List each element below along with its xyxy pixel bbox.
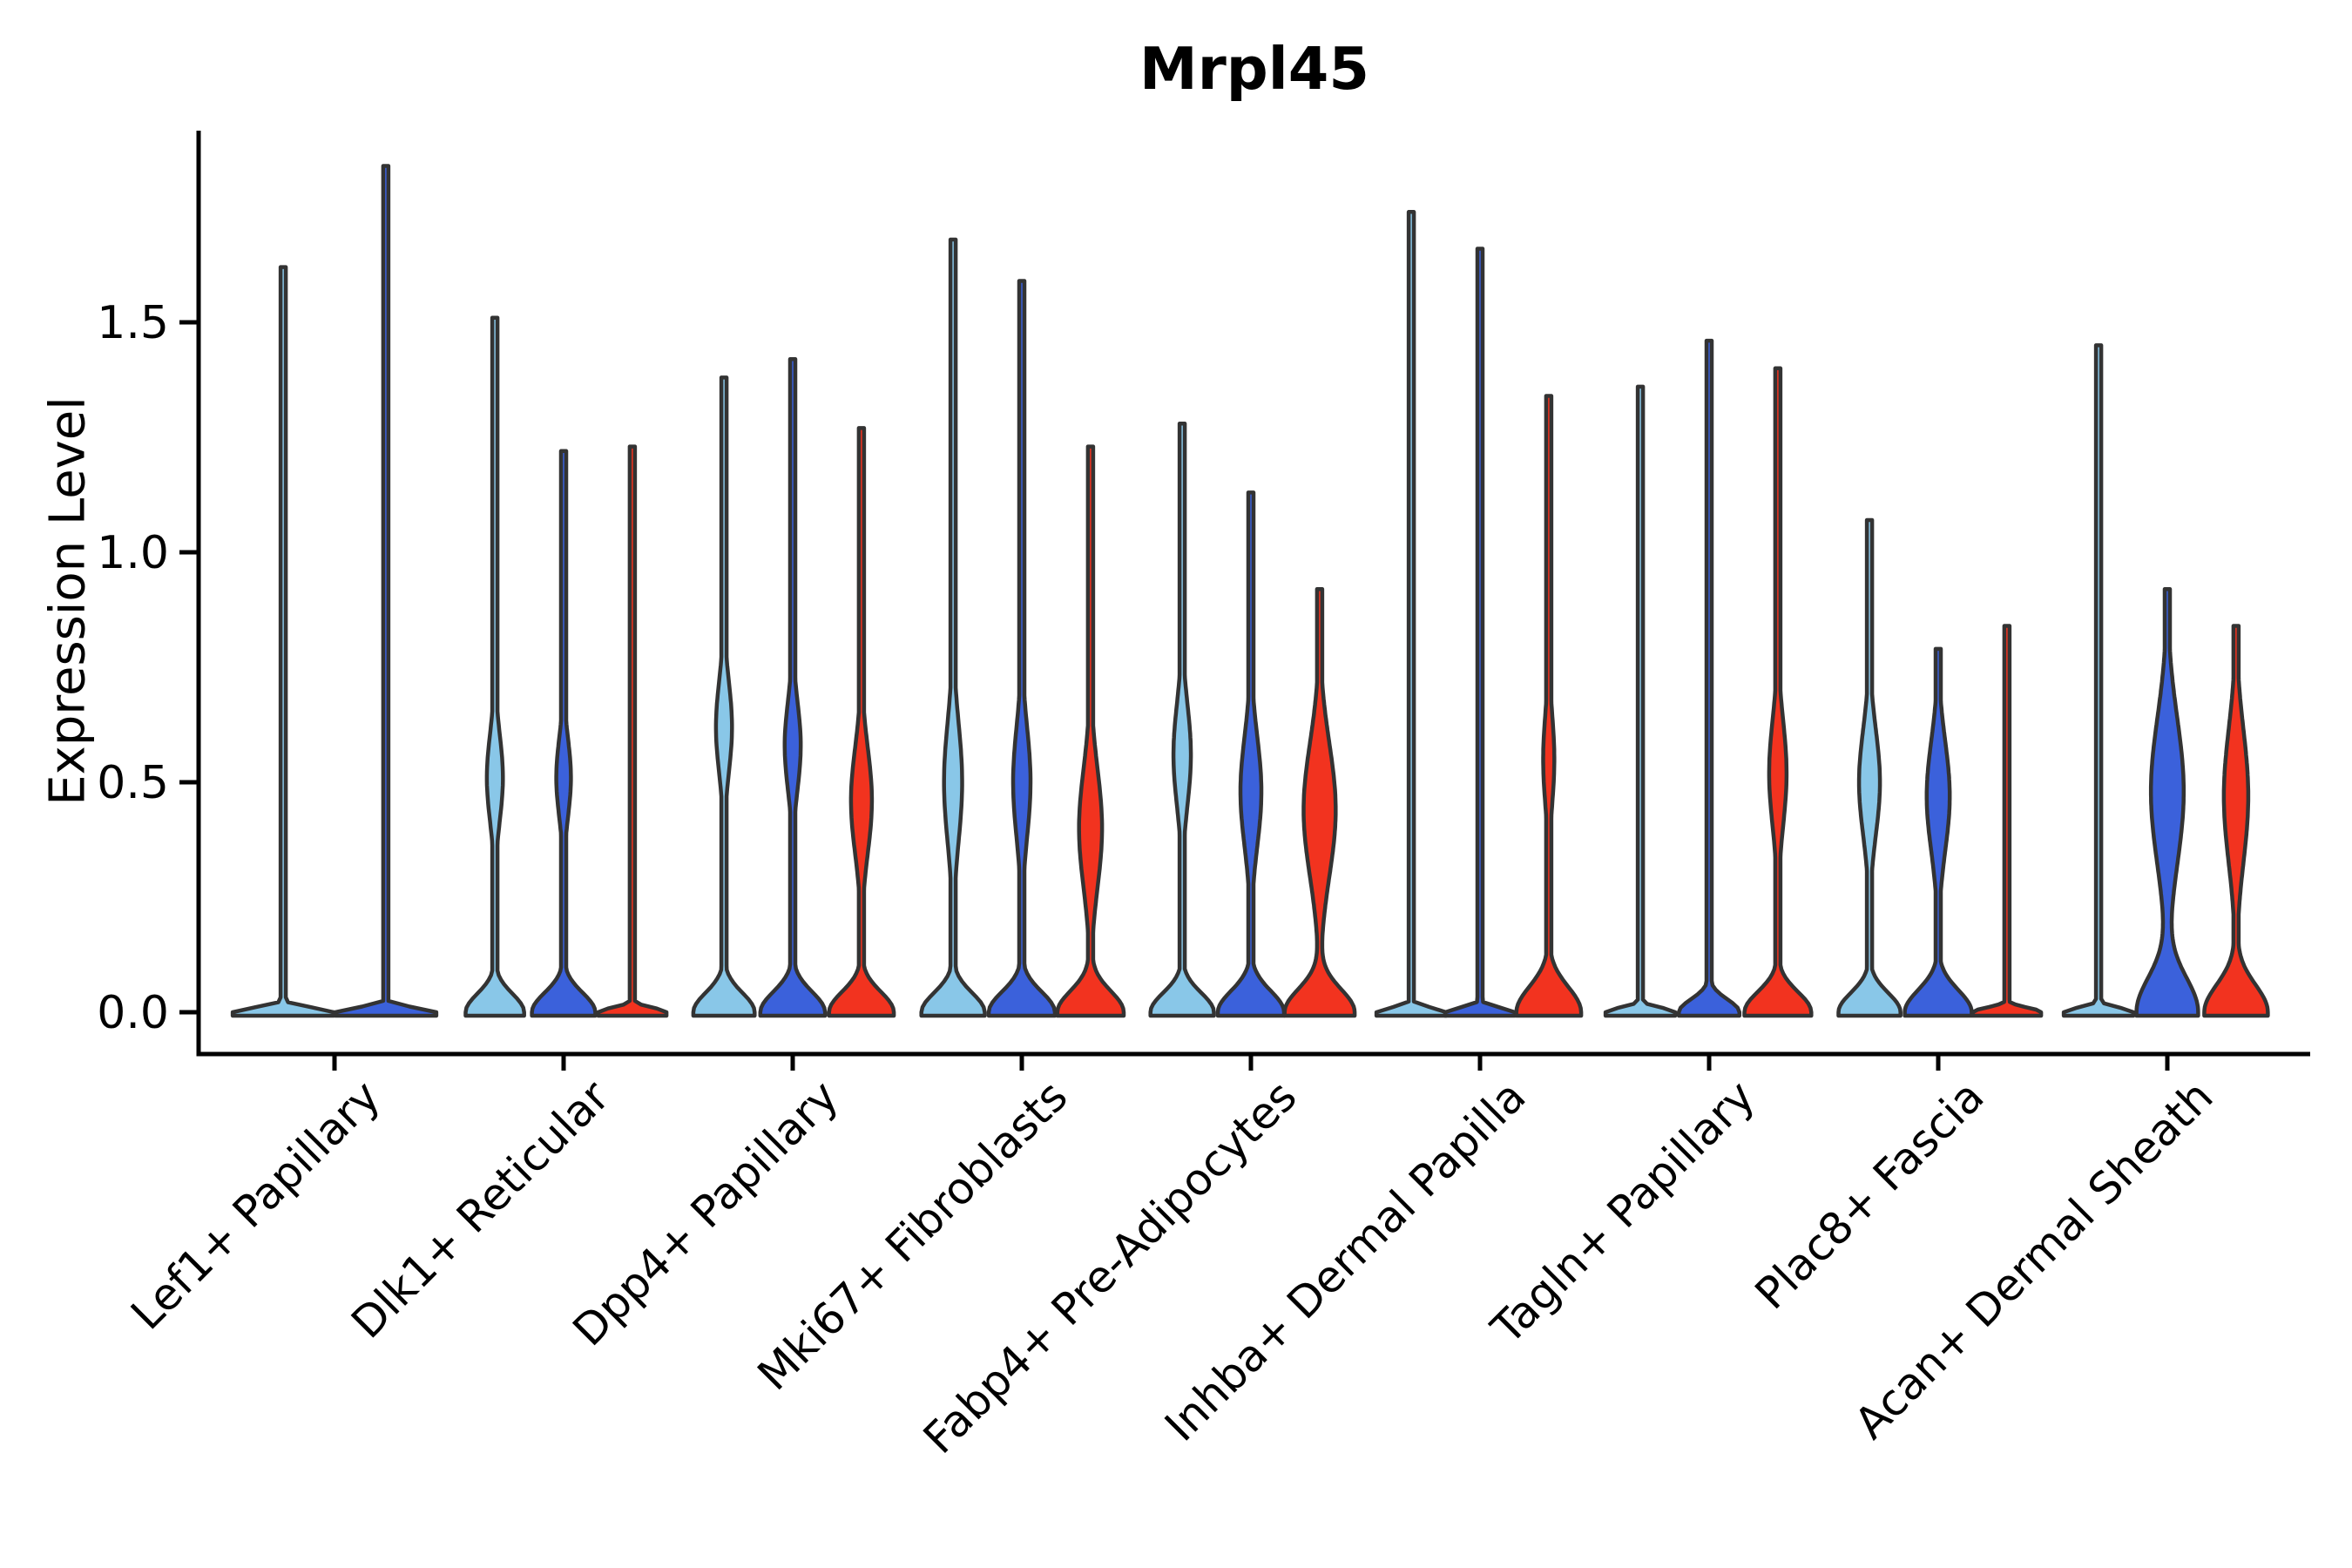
x-tick-label-lef1-papillary: Lef1+ Papillary bbox=[121, 1071, 389, 1339]
violin-lef1-papillary-blue bbox=[333, 164, 439, 1018]
violin-tagln-papillary-light-blue bbox=[1603, 384, 1678, 1018]
violin-mki67-fibroblasts-red bbox=[1055, 444, 1126, 1018]
violin-fabp4-pre-adipocytes-red bbox=[1282, 586, 1357, 1018]
violin-tagln-papillary-blue bbox=[1676, 338, 1742, 1018]
x-tick-label-plac8-fascia: Plac8+ Fascia bbox=[1746, 1071, 1994, 1319]
y-tick-label-0-0: 0.0 bbox=[97, 987, 169, 1039]
violin-dlk1-reticular-blue bbox=[530, 449, 598, 1018]
violin-lef1-papillary-light-blue bbox=[230, 265, 336, 1018]
violin-mki67-fibroblasts-blue bbox=[986, 279, 1058, 1018]
y-tick-label-1-0: 1.0 bbox=[97, 527, 169, 579]
violin-acan-dermal-sheath-blue bbox=[2134, 586, 2200, 1018]
violin-plac8-fascia-red bbox=[1970, 624, 2044, 1018]
violin-dpp4-papillary-blue bbox=[758, 356, 828, 1018]
violin-dlk1-reticular-light-blue bbox=[463, 315, 526, 1018]
violin-acan-dermal-sheath-light-blue bbox=[2061, 343, 2136, 1018]
violin-mki67-fibroblasts-light-blue bbox=[919, 237, 987, 1018]
y-tick-label-0-5: 0.5 bbox=[97, 757, 169, 809]
y-tick-label-1-5: 1.5 bbox=[97, 297, 169, 349]
violin-dpp4-papillary-light-blue bbox=[691, 375, 757, 1018]
violin-tagln-papillary-red bbox=[1742, 366, 1814, 1018]
violin-dlk1-reticular-red bbox=[596, 444, 669, 1018]
violin-plac8-fascia-light-blue bbox=[1836, 517, 1903, 1018]
violin-inhba-dermal-papilla-light-blue bbox=[1374, 210, 1449, 1018]
violin-fabp4-pre-adipocytes-light-blue bbox=[1148, 421, 1216, 1018]
violin-acan-dermal-sheath-red bbox=[2202, 624, 2270, 1018]
violin-fabp4-pre-adipocytes-blue bbox=[1215, 490, 1287, 1018]
x-tick-label-fabp4-pre-adipocytes: Fabp4+ Pre-Adipocytes bbox=[914, 1071, 1307, 1463]
chart-title: Mrpl45 bbox=[1139, 35, 1369, 103]
violin-plac8-fascia-blue bbox=[1903, 646, 1974, 1018]
violin-dpp4-papillary-red bbox=[827, 426, 896, 1018]
violin-inhba-dermal-papilla-blue bbox=[1443, 247, 1517, 1018]
violin-inhba-dermal-papilla-red bbox=[1514, 394, 1584, 1018]
